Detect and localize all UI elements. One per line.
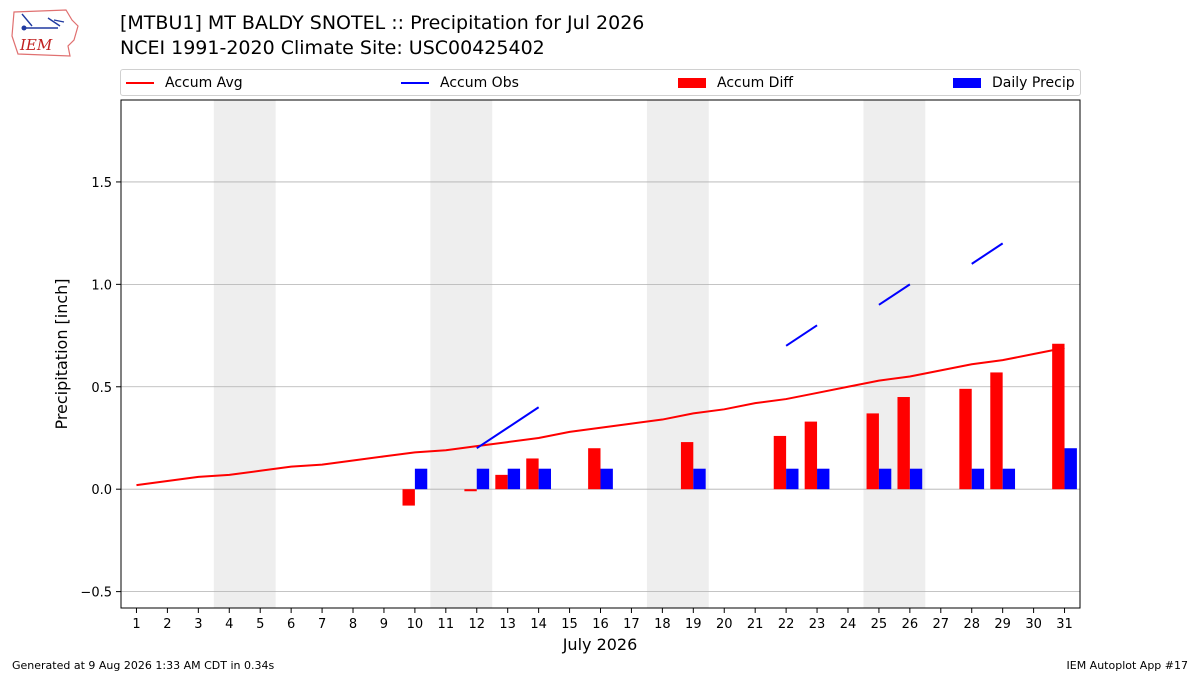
accum-obs-line [785,324,818,347]
x-tick-label: 17 [623,617,640,632]
x-tick-label: 21 [747,617,764,632]
accum-diff-bar [773,435,787,490]
daily-precip-bar [507,468,521,490]
x-tick-label: 7 [318,617,326,632]
y-tick-label: 1.0 [91,278,112,293]
y-tick-label: 1.5 [91,176,112,191]
x-tick-label: 6 [287,617,295,632]
y-axis: −0.5 0.0 0.5 1.0 1.5 [80,176,121,601]
accum-diff-bar [588,448,601,490]
legend-label-accum-avg: Accum Avg [165,74,243,91]
chart-subtitle: NCEI 1991-2020 Climate Site: USC00425402 [120,37,545,59]
x-tick-label: 10 [407,617,424,632]
accum-diff-bar [526,458,539,490]
weekend-shading [213,100,926,608]
bars [402,343,1077,506]
x-tick-label: 19 [685,617,702,632]
daily-precip-bar [1064,448,1077,490]
chart-title: [MTBU1] MT BALDY SNOTEL :: Precipitation… [120,12,645,34]
daily-precip-bar [786,468,799,490]
legend-item-daily-precip: Daily Precip [953,70,1075,95]
daily-precip-bar [693,468,706,490]
x-tick-label: 20 [716,617,733,632]
daily-precip-bar [878,468,892,490]
x-tick-label: 8 [349,617,357,632]
y-axis-label: Precipitation [inch] [52,278,71,429]
x-tick-label: 5 [256,617,264,632]
footer-generated: Generated at 9 Aug 2026 1:33 AM CDT in 0… [12,659,275,672]
accum-diff-bar [866,413,879,490]
y-tick-label: 0.5 [91,381,112,396]
x-tick-label: 12 [468,617,485,632]
iem-iowa-logo-icon: IEM [11,9,79,57]
accum-diff-bar [495,474,508,490]
daily-precip-bar [538,468,552,490]
x-tick-label: 26 [902,617,919,632]
x-tick-label: 29 [994,617,1011,632]
x-tick-label: 3 [194,617,202,632]
legend-item-accum-diff: Accum Diff [678,70,793,95]
accum-diff-bar [897,397,910,490]
legend-item-accum-obs: Accum Obs [401,70,519,95]
accum-diff-bar [990,372,1003,490]
accum-obs-line [476,406,540,450]
legend-swatch-accum-avg [126,81,154,84]
legend-swatch-accum-obs [401,81,429,84]
daily-precip-bar [971,468,985,490]
daily-precip-bar [476,468,490,490]
x-tick-label: 13 [499,617,516,632]
accum-diff-bar [1052,343,1065,490]
x-tick-label: 28 [963,617,980,632]
series-lines [136,242,1065,487]
x-axis-label: July 2026 [562,635,638,654]
legend-label-daily-precip: Daily Precip [992,74,1075,91]
legend-swatch-daily-precip [953,77,981,88]
x-tick-label: 16 [592,617,609,632]
accum-diff-bar [804,421,818,490]
daily-precip-bar [909,468,923,490]
x-tick-label: 27 [933,617,950,632]
x-axis: 1 2 3 4 5 6 7 8 9 10 11 12 13 14 15 16 17 18 19 20 21 22 23 24 2… [132,608,1073,632]
x-tick-label: 18 [654,617,671,632]
daily-precip-bar [414,468,428,490]
legend-label-accum-diff: Accum Diff [717,74,794,91]
weekend-band-1 [213,100,276,608]
iem-logo: IEM [8,6,80,58]
accum-diff-bar [680,442,694,490]
accum-obs-line [971,242,1004,265]
legend: Accum Avg Accum Obs Accum Diff Daily Pre… [120,69,1081,96]
accum-diff-bar [402,489,415,506]
x-tick-label: 25 [871,617,888,632]
accum-obs-line [878,283,911,306]
y-tick-label: −0.5 [80,586,112,601]
daily-precip-bar [1002,468,1016,490]
footer-app-id: IEM Autoplot App #17 [1066,659,1189,672]
x-tick-label: 4 [225,617,233,632]
weekend-band-3 [646,100,709,608]
x-tick-label: 2 [163,617,171,632]
daily-precip-bar [817,468,830,490]
x-tick-label: 11 [438,617,455,632]
x-tick-label: 23 [809,617,826,632]
legend-swatch-accum-diff [678,77,706,88]
weekend-band-2 [430,100,493,608]
daily-precip-bar [600,468,613,490]
weekend-band-4 [863,100,926,608]
x-tick-label: 22 [778,617,795,632]
legend-item-accum-avg: Accum Avg [126,70,243,95]
y-tick-label: 0.0 [91,483,112,498]
x-tick-label: 15 [561,617,578,632]
x-tick-label: 24 [840,617,857,632]
x-tick-label: 31 [1056,617,1073,632]
logo-text: IEM [19,36,53,54]
x-tick-label: 30 [1025,617,1042,632]
x-tick-label: 1 [132,617,140,632]
legend-label-accum-obs: Accum Obs [440,74,519,91]
accum-avg-line [136,346,1065,487]
x-tick-label: 14 [530,617,547,632]
accum-diff-bar [959,388,972,490]
accum-diff-bar [464,489,477,492]
x-tick-label: 9 [380,617,388,632]
